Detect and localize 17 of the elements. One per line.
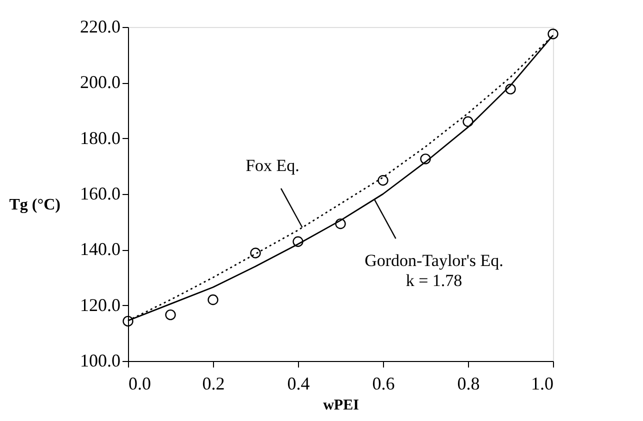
x-axis-title: wPEI [323,398,360,414]
x-tick-label: 0.6 [372,374,395,394]
x-tick-label: 1.0 [531,374,554,394]
y-tick-label: 220.0 [80,16,120,36]
annotation: Fox Eq. [246,156,300,176]
x-tick-label: 0.0 [128,374,151,394]
y-tick-label: 120.0 [80,294,120,315]
y-tick-label: 200.0 [80,72,120,92]
y-tick-label: 140.0 [80,239,120,260]
y-tick-label: 100.0 [80,350,120,370]
x-tick-label: 0.4 [287,374,310,394]
y-tick-label: 180.0 [80,128,120,148]
x-tick-label: 0.2 [202,374,225,394]
y-tick-label: 160.0 [80,184,120,204]
annotation: Gordon-Taylor's Eq. k = 1.78 [364,250,504,290]
y-axis-title: Tg (°C) [9,196,60,214]
x-tick-label: 0.8 [457,374,480,394]
